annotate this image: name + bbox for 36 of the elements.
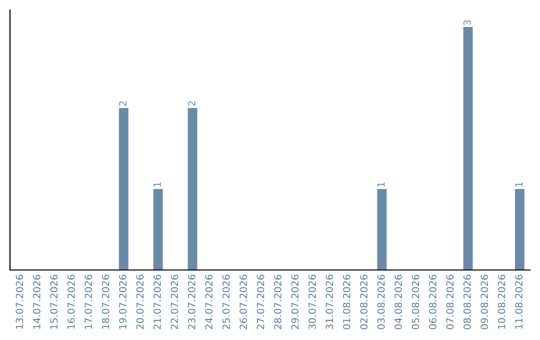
x-tick-label: 15.07.2026 (50, 274, 58, 329)
x-tick-label: 07.08.2026 (446, 274, 454, 330)
x-tick-label: 08.08.2026 (463, 274, 471, 330)
x-tick-label: 27.07.2026 (256, 274, 264, 330)
x-tick-label: 30.07.2026 (308, 274, 316, 330)
x-tick-label: 03.08.2026 (377, 274, 385, 330)
x-tick-label: 18.07.2026 (102, 274, 110, 329)
data-label: 3 (463, 20, 471, 25)
x-tick-label: 19.07.2026 (119, 274, 126, 329)
x-tick-label: 26.07.2026 (240, 274, 247, 330)
data-label: 2 (188, 101, 196, 106)
x-tick-label: 01.08.2026 (342, 274, 350, 330)
x-tick-label: 22.07.2026 (170, 274, 178, 330)
x-tick-label: 16.07.2026 (67, 274, 75, 329)
x-tick-label: 28.07.2026 (274, 274, 282, 330)
x-tick-label: 31.07.2026 (326, 274, 334, 330)
data-label: 1 (378, 182, 385, 187)
x-tick-label: 17.07.2026 (84, 274, 92, 329)
data-label: 1 (154, 182, 161, 187)
data-label: 1 (515, 182, 522, 187)
x-tick-label: 09.08.2026 (480, 274, 488, 330)
x-tick-label: 21.07.2026 (154, 274, 161, 330)
x-tick-label: 06.08.2026 (429, 274, 436, 330)
x-tick-label: 11.08.2026 (515, 274, 522, 329)
x-tick-label: 23.07.2026 (188, 274, 196, 330)
x-tick-label: 25.07.2026 (222, 274, 230, 330)
x-tick-label: 24.07.2026 (205, 274, 213, 330)
x-tick-label: 04.08.2026 (394, 274, 402, 330)
x-tick-label: 14.07.2026 (33, 274, 40, 329)
x-tick-label: 10.08.2026 (498, 274, 506, 329)
x-tick-label: 13.07.2026 (16, 274, 24, 329)
x-tick-label: 05.08.2026 (412, 274, 420, 330)
x-tick-label: 20.07.2026 (136, 274, 144, 330)
x-tick-label: 02.08.2026 (360, 274, 368, 330)
data-label: 2 (119, 101, 126, 106)
x-tick-label: 29.07.2026 (291, 274, 299, 330)
